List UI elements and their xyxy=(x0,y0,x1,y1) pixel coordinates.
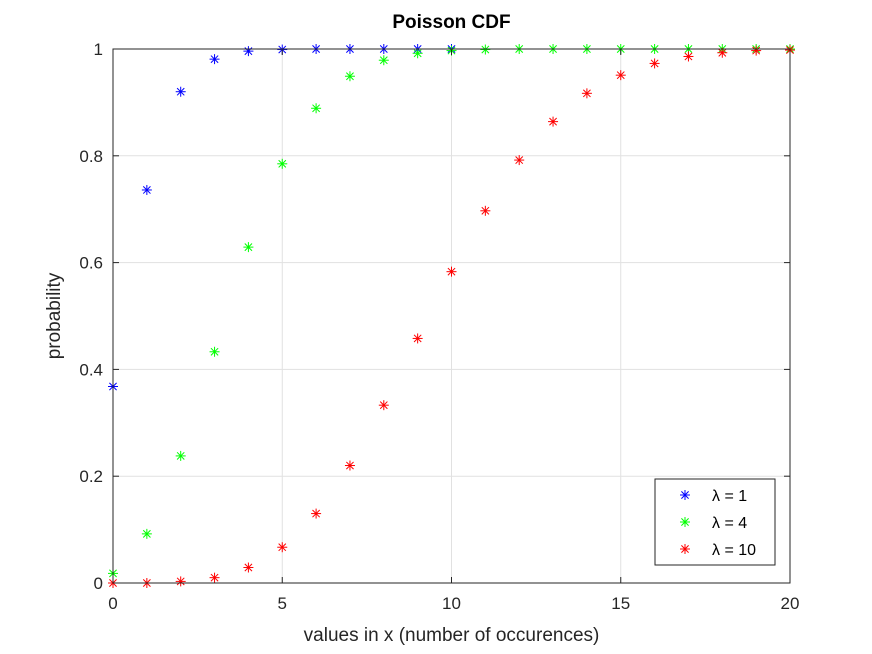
data-point xyxy=(311,103,322,114)
data-point xyxy=(344,460,355,471)
data-point xyxy=(581,88,592,99)
data-point xyxy=(243,242,254,253)
legend-marker xyxy=(680,517,690,527)
legend-label: λ = 1 xyxy=(712,488,747,505)
data-point xyxy=(683,51,694,62)
data-point xyxy=(378,55,389,66)
x-tick-label: 15 xyxy=(611,594,630,613)
legend-marker xyxy=(680,544,690,554)
data-point xyxy=(412,48,423,59)
axis-ticks xyxy=(112,48,791,584)
data-point xyxy=(277,542,288,553)
data-point xyxy=(141,184,152,195)
x-tick-label: 5 xyxy=(278,594,287,613)
legend-label: λ = 10 xyxy=(712,542,756,559)
data-point xyxy=(311,508,322,519)
legend: λ = 1 λ = 4 λ = 10 xyxy=(654,478,776,566)
data-point xyxy=(378,400,389,411)
data-point xyxy=(243,562,254,573)
y-tick-label: 0.6 xyxy=(79,254,103,273)
legend-box xyxy=(654,478,776,566)
data-point xyxy=(243,46,254,57)
data-point xyxy=(175,576,186,587)
data-point xyxy=(277,158,288,169)
y-tick-label: 1 xyxy=(94,40,103,59)
data-point xyxy=(480,44,491,55)
data-point xyxy=(446,266,457,277)
legend-entries: λ = 1 λ = 4 λ = 10 xyxy=(680,488,756,559)
data-point xyxy=(175,86,186,97)
data-point xyxy=(514,155,525,166)
y-axis-label: probability xyxy=(44,272,65,359)
data-point xyxy=(548,116,559,127)
y-tick-label: 0.2 xyxy=(79,467,103,486)
data-point xyxy=(751,45,762,56)
legend-label: λ = 4 xyxy=(712,515,747,532)
data-point xyxy=(209,572,220,583)
y-tick-label: 0.8 xyxy=(79,147,103,166)
tick-labels: 0 5 10 15 20 0 0.2 0.4 0.6 0.8 1 xyxy=(79,40,799,613)
y-tick-label: 0.4 xyxy=(79,360,103,379)
data-point xyxy=(344,71,355,82)
data-point xyxy=(175,450,186,461)
data-point xyxy=(412,333,423,344)
legend-entry: λ = 1 xyxy=(680,488,747,505)
x-tick-label: 10 xyxy=(442,594,461,613)
x-tick-label: 0 xyxy=(108,594,117,613)
y-tick-label: 0 xyxy=(94,574,103,593)
legend-entry: λ = 10 xyxy=(680,542,756,559)
legend-marker xyxy=(680,490,690,500)
data-point xyxy=(141,528,152,539)
legend-entry: λ = 4 xyxy=(680,515,747,532)
x-axis-label: values in x (number of occurences) xyxy=(304,625,600,646)
data-point xyxy=(480,205,491,216)
chart-title: Poisson CDF xyxy=(392,12,510,33)
data-point xyxy=(615,70,626,81)
data-point xyxy=(649,58,660,69)
data-point xyxy=(209,54,220,65)
x-tick-label: 20 xyxy=(781,594,800,613)
data-point xyxy=(209,346,220,357)
